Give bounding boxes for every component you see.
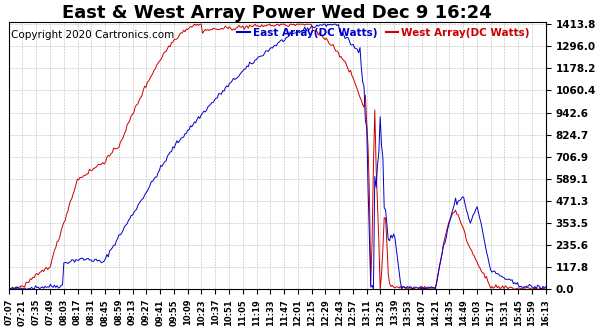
West Array(DC Watts) [397,284,404,288]
East Array(DC Watts) [542,285,550,289]
Legend: East Array(DC Watts), West Array(DC Watts): East Array(DC Watts), West Array(DC Watt… [237,27,530,38]
East Array(DC Watts) [398,286,406,290]
West Array(DC Watts) [219,27,226,31]
East Array(DC Watts) [181,132,188,136]
West Array(DC Watts) [5,287,12,291]
Line: West Array(DC Watts): West Array(DC Watts) [8,24,546,289]
Title: East & West Array Power Wed Dec 9 16:24: East & West Array Power Wed Dec 9 16:24 [62,4,492,22]
East Array(DC Watts) [219,89,226,93]
East Array(DC Watts) [5,287,12,291]
West Array(DC Watts) [180,28,187,32]
West Array(DC Watts) [394,285,401,289]
Line: East Array(DC Watts): East Array(DC Watts) [8,24,546,289]
East Array(DC Watts) [320,22,327,26]
Text: Copyright 2020 Cartronics.com: Copyright 2020 Cartronics.com [11,30,175,40]
East Array(DC Watts) [71,260,78,264]
West Array(DC Watts) [344,67,352,71]
West Array(DC Watts) [70,191,77,195]
East Array(DC Watts) [395,269,403,273]
East Array(DC Watts) [346,38,353,42]
West Array(DC Watts) [542,287,550,291]
West Array(DC Watts) [191,22,198,26]
East Array(DC Watts) [7,287,14,291]
